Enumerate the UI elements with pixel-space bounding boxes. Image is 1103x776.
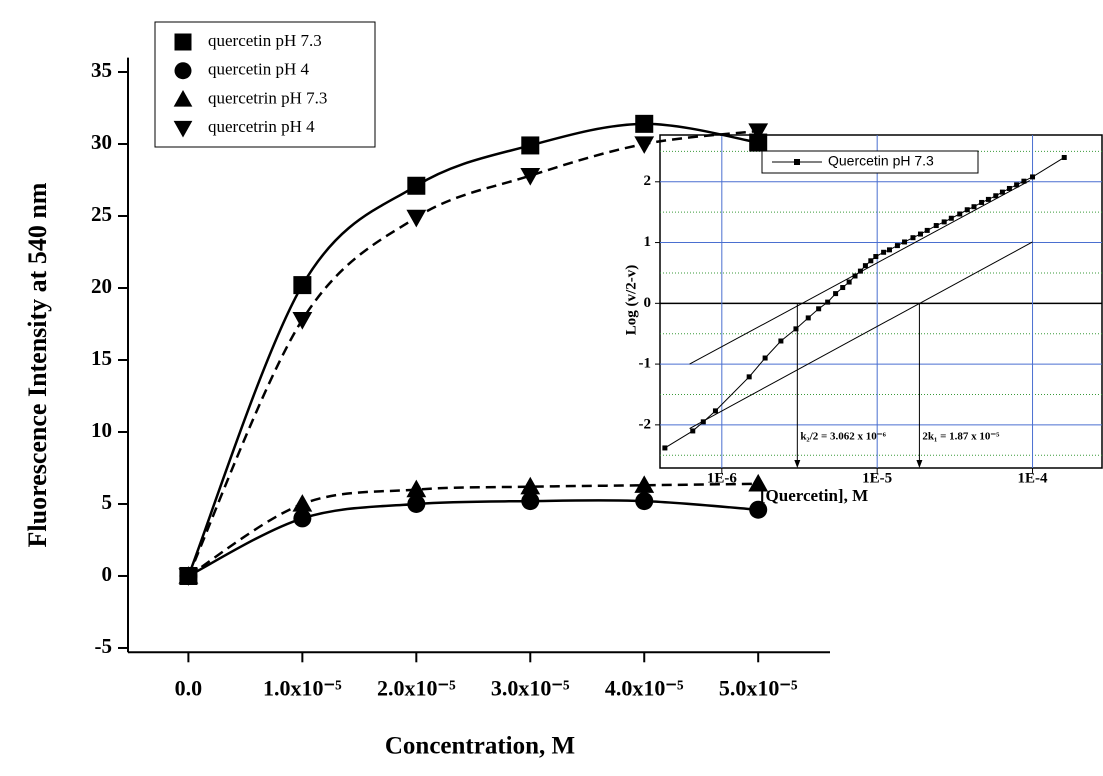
marker-square <box>895 243 900 248</box>
marker-circle <box>175 62 192 79</box>
marker-triangle <box>292 494 312 512</box>
marker-square <box>763 356 768 361</box>
marker-square <box>881 250 886 255</box>
inset-y-axis-title: Log (v/2-v) <box>623 265 639 335</box>
marker-square <box>407 177 425 195</box>
marker-square <box>910 235 915 240</box>
marker-square <box>965 207 970 212</box>
annotation: 2k₁ = 1.87 x 10⁻⁵ <box>922 431 1000 443</box>
legend-label: Quercetin pH 7.3 <box>828 153 934 169</box>
fit-curve <box>188 500 758 576</box>
marker-square <box>934 223 939 228</box>
y-tick-label: 5 <box>102 490 113 514</box>
marker-square <box>1021 179 1026 184</box>
marker-square <box>833 291 838 296</box>
inset-x-axis-title: [Quercetin], M <box>760 486 868 505</box>
marker-triangle <box>406 210 426 228</box>
x-tick-label: 1E-5 <box>862 470 892 486</box>
marker-square <box>858 269 863 274</box>
marker-square <box>662 445 667 450</box>
marker-square <box>816 306 821 311</box>
marker-square <box>902 239 907 244</box>
marker-square <box>806 315 811 320</box>
marker-square <box>175 34 192 51</box>
marker-square <box>747 374 752 379</box>
y-tick-label: 0 <box>644 295 652 311</box>
marker-square <box>713 408 718 413</box>
marker-square <box>778 338 783 343</box>
marker-square <box>942 219 947 224</box>
marker-circle <box>635 492 653 510</box>
chart: Concentration, M Fluorescence Intensity … <box>0 0 1103 776</box>
marker-square <box>993 193 998 198</box>
marker-square <box>918 232 923 237</box>
marker-square <box>793 326 798 331</box>
legend-label: quercetin pH 4 <box>208 60 310 79</box>
marker-square <box>635 115 653 133</box>
x-tick-label: 1.0x10⁻⁵ <box>263 675 342 700</box>
marker-square <box>949 216 954 221</box>
marker-square <box>957 211 962 216</box>
x-tick-label: 4.0x10⁻⁵ <box>605 675 684 700</box>
marker-square <box>972 204 977 209</box>
marker-square <box>701 419 706 424</box>
marker-circle <box>293 509 311 527</box>
marker-square <box>1062 155 1067 160</box>
marker-square <box>794 159 800 165</box>
x-tick-label: 5.0x10⁻⁵ <box>719 675 798 700</box>
legend-label: quercetrin pH 7.3 <box>208 88 327 107</box>
marker-square <box>840 285 845 290</box>
marker-square <box>853 273 858 278</box>
marker-square <box>873 254 878 259</box>
legend-label: quercetrin pH 4 <box>208 117 315 136</box>
y-tick-label: 30 <box>91 130 112 154</box>
marker-circle <box>407 495 425 513</box>
marker-square <box>863 263 868 268</box>
marker-square <box>293 276 311 294</box>
marker-square <box>825 300 830 305</box>
x-axis-title: Concentration, M <box>385 733 575 760</box>
y-axis-title: Fluorescence Intensity at 540 nm <box>23 182 52 547</box>
x-tick-label: 2.0x10⁻⁵ <box>377 675 456 700</box>
marker-square <box>1014 182 1019 187</box>
marker-square <box>847 280 852 285</box>
marker-square <box>887 247 892 252</box>
marker-circle <box>521 492 539 510</box>
marker-square <box>1030 174 1035 179</box>
y-tick-label: 20 <box>91 274 112 298</box>
x-tick-label: 3.0x10⁻⁵ <box>491 675 570 700</box>
y-tick-label: 35 <box>91 58 112 82</box>
y-tick-label: -5 <box>95 634 113 658</box>
y-tick-label: 0 <box>102 562 113 586</box>
y-tick-label: 15 <box>91 346 112 370</box>
marker-square <box>868 258 873 263</box>
legend-label: quercetin pH 7.3 <box>208 31 322 50</box>
x-tick-label: 1E-4 <box>1018 470 1049 486</box>
marker-square <box>521 136 539 154</box>
y-tick-label: 25 <box>91 202 112 226</box>
marker-square <box>986 197 991 202</box>
marker-square <box>979 200 984 205</box>
marker-square <box>925 228 930 233</box>
inset-frame <box>660 135 1102 468</box>
y-tick-label: -1 <box>639 356 652 372</box>
marker-square <box>1007 186 1012 191</box>
marker-square <box>1000 190 1005 195</box>
y-tick-label: 10 <box>91 418 112 442</box>
y-tick-label: 2 <box>644 173 652 189</box>
y-tick-label: -2 <box>639 416 652 432</box>
annotation: k₂/2 = 3.062 x 10⁻⁶ <box>800 431 886 443</box>
y-tick-label: 1 <box>644 234 652 250</box>
marker-circle <box>749 501 767 519</box>
marker-triangle <box>292 312 312 330</box>
marker-square <box>690 428 695 433</box>
marker-triangle <box>634 136 654 154</box>
x-tick-label: 0.0 <box>175 675 203 700</box>
